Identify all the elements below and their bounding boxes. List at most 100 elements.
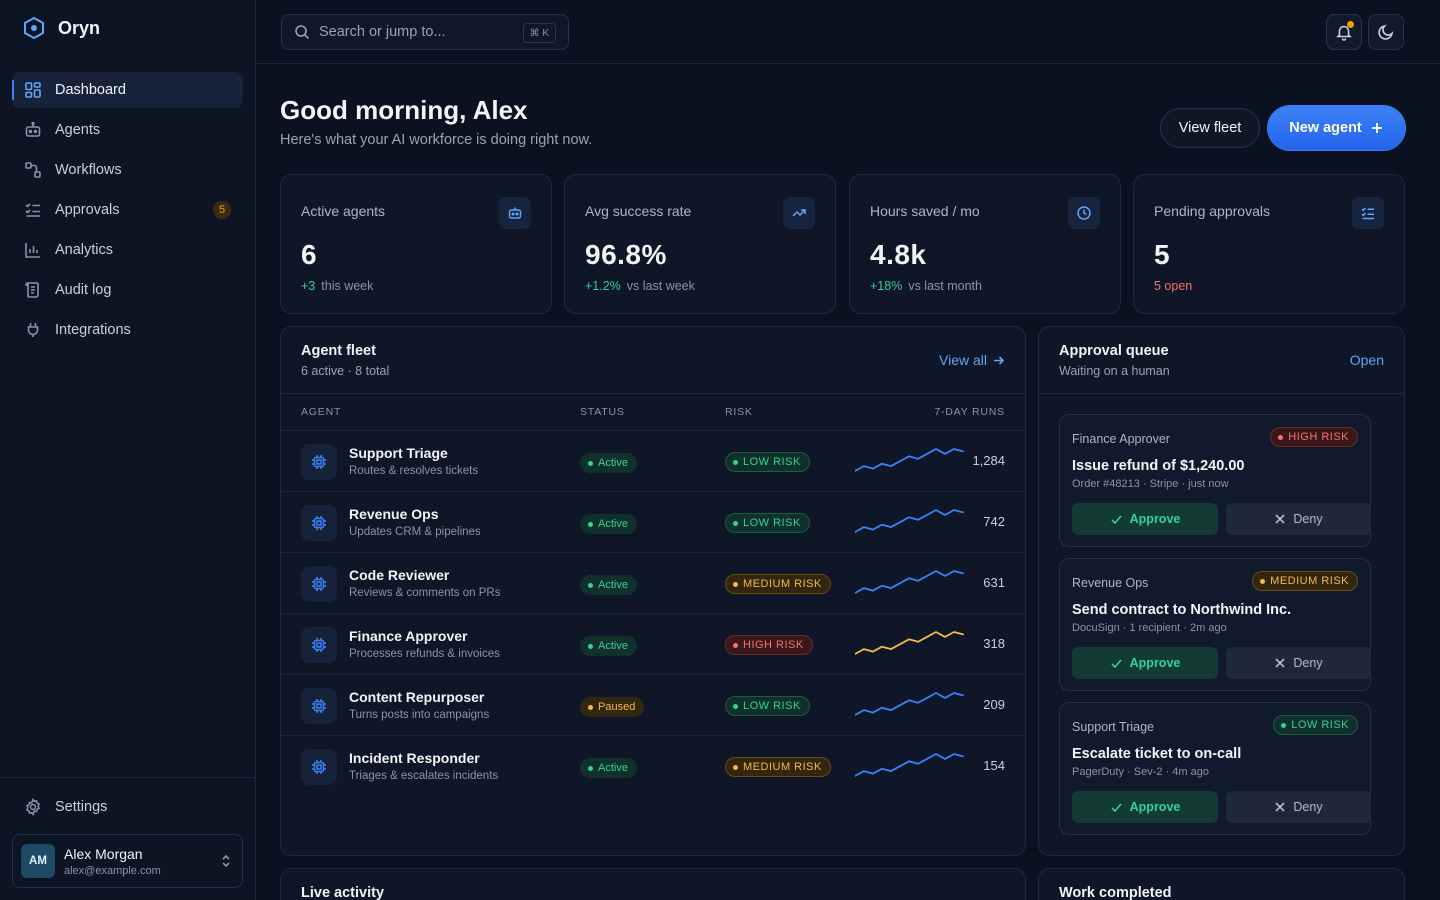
approve-button[interactable]: Approve <box>1072 503 1218 535</box>
sidebar-item-agents[interactable]: Agents <box>12 112 243 148</box>
status-badge: Active <box>580 514 637 534</box>
runs-count: 318 <box>983 636 1005 651</box>
user-email: alex@example.com <box>64 864 161 877</box>
sidebar-item-workflows[interactable]: Workflows <box>12 152 243 188</box>
avatar: AM <box>21 844 55 878</box>
agent-description: Turns posts into campaigns <box>349 709 490 721</box>
sidebar-item-audit-log[interactable]: Audit log <box>12 272 243 308</box>
table-row[interactable]: Code Reviewer Reviews & comments on PRs … <box>281 552 1025 613</box>
agent-name: Content Repurposer <box>349 689 485 705</box>
hexagon-logo-icon <box>22 16 46 40</box>
agent-name: Finance Approver <box>349 628 468 644</box>
table-row[interactable]: Revenue Ops Updates CRM & pipelines Acti… <box>281 491 1025 552</box>
sidebar-item-dashboard[interactable]: Dashboard <box>12 72 243 108</box>
view-fleet-button[interactable]: View fleet <box>1160 108 1260 148</box>
plus-icon <box>1370 121 1384 135</box>
search-shortcut-hint: ⌘ K <box>522 23 556 43</box>
new-agent-button[interactable]: New agent <box>1268 106 1405 150</box>
sidebar-item-analytics[interactable]: Analytics <box>12 232 243 268</box>
risk-label: HIGH RISK <box>1288 431 1349 443</box>
sidebar-item-label: Approvals <box>55 202 120 218</box>
deny-label: Deny <box>1293 656 1323 670</box>
sidebar-item-label: Dashboard <box>55 82 126 98</box>
chip-icon <box>301 505 337 541</box>
status-label: Active <box>598 457 628 469</box>
approval-title: Send contract to Northwind Inc. <box>1072 602 1292 618</box>
risk-label: MEDIUM RISK <box>743 578 822 590</box>
risk-label: HIGH RISK <box>743 639 804 651</box>
risk-label: LOW RISK <box>743 456 801 468</box>
runs-count: 209 <box>983 697 1005 712</box>
user-name: Alex Morgan <box>64 845 143 862</box>
agent-description: Triages & escalates incidents <box>349 770 499 782</box>
sidebar-item-label: Integrations <box>55 322 131 338</box>
check-icon <box>1110 513 1123 526</box>
theme-toggle-button[interactable] <box>1368 14 1404 50</box>
approve-label: Approve <box>1129 800 1181 814</box>
runs-count: 742 <box>983 514 1005 529</box>
robot-icon <box>24 121 42 139</box>
notifications-button[interactable] <box>1326 14 1362 50</box>
sidebar-item-approvals[interactable]: Approvals 5 <box>12 192 243 228</box>
approval-agent: Finance Approver <box>1072 432 1170 446</box>
approval-meta: PagerDuty · Sev-2 · 4m ago <box>1072 766 1209 778</box>
sidebar-item-integrations[interactable]: Integrations <box>12 312 243 348</box>
runs-sparkline <box>855 448 964 472</box>
runs-count: 154 <box>983 758 1005 773</box>
sidebar-item-label: Audit log <box>55 282 112 298</box>
search-input[interactable] <box>319 24 509 40</box>
kpi-card-success-rate: Avg success rate 96.8% +1.2% vs last week <box>564 174 836 314</box>
page-title: Good morning, Alex <box>280 95 528 125</box>
live-activity-panel: Live activity <box>280 868 1026 900</box>
chip-icon <box>301 566 337 602</box>
plug-icon <box>24 321 42 339</box>
approve-button[interactable]: Approve <box>1072 791 1218 823</box>
deny-button[interactable]: Deny <box>1226 503 1371 535</box>
table-row[interactable]: Support Triage Routes & resolves tickets… <box>281 430 1025 491</box>
kpi-alert: 5 open <box>1154 279 1193 293</box>
status-badge: Active <box>580 453 637 473</box>
kpi-delta-context: vs last month <box>908 279 982 293</box>
status-label: Paused <box>598 701 636 713</box>
panel-subtitle: 6 active · 8 total <box>301 364 390 378</box>
robot-icon <box>499 197 531 229</box>
kpi-card-hours-saved: Hours saved / mo 4.8k +18% vs last month <box>849 174 1121 314</box>
column-header-runs: 7-DAY RUNS <box>934 406 1005 418</box>
gear-icon <box>24 798 42 816</box>
check-icon <box>1110 657 1123 670</box>
table-row[interactable]: Finance Approver Processes refunds & inv… <box>281 613 1025 674</box>
risk-badge: HIGH RISK <box>1270 427 1358 447</box>
workflow-icon <box>24 161 42 179</box>
deny-label: Deny <box>1293 800 1323 814</box>
agent-description: Updates CRM & pipelines <box>349 526 481 538</box>
grid-icon <box>24 81 42 99</box>
close-icon <box>1274 657 1286 669</box>
sidebar-item-label: Analytics <box>55 242 114 258</box>
user-menu[interactable]: AM Alex Morgan alex@example.com <box>12 834 243 888</box>
deny-label: Deny <box>1293 512 1323 526</box>
view-all-link[interactable]: View all <box>939 352 1005 368</box>
kpi-card-pending-approvals: Pending approvals 5 5 open <box>1133 174 1405 314</box>
clock-icon <box>1068 197 1100 229</box>
bar-chart-icon <box>24 241 42 259</box>
agent-description: Reviews & comments on PRs <box>349 587 501 599</box>
panel-divider <box>281 393 1025 394</box>
risk-badge: MEDIUM RISK <box>1252 571 1358 591</box>
work-completed-panel: Work completed <box>1038 868 1405 900</box>
brand[interactable]: Oryn <box>22 16 100 40</box>
kpi-footnote: +3 this week <box>301 279 373 293</box>
table-row[interactable]: Content Repurposer Turns posts into camp… <box>281 674 1025 735</box>
sidebar-item-settings[interactable]: Settings <box>24 798 107 816</box>
deny-button[interactable]: Deny <box>1226 791 1371 823</box>
risk-badge: LOW RISK <box>725 513 810 533</box>
chip-icon <box>301 444 337 480</box>
agent-name: Code Reviewer <box>349 567 450 583</box>
deny-button[interactable]: Deny <box>1226 647 1371 679</box>
open-approvals-link[interactable]: Open <box>1349 352 1384 368</box>
approve-button[interactable]: Approve <box>1072 647 1218 679</box>
runs-count: 1,284 <box>972 453 1005 468</box>
table-row[interactable]: Incident Responder Triages & escalates i… <box>281 735 1025 796</box>
search-box[interactable]: ⌘ K <box>281 14 569 50</box>
panel-divider <box>1039 393 1404 394</box>
check-icon <box>1110 801 1123 814</box>
